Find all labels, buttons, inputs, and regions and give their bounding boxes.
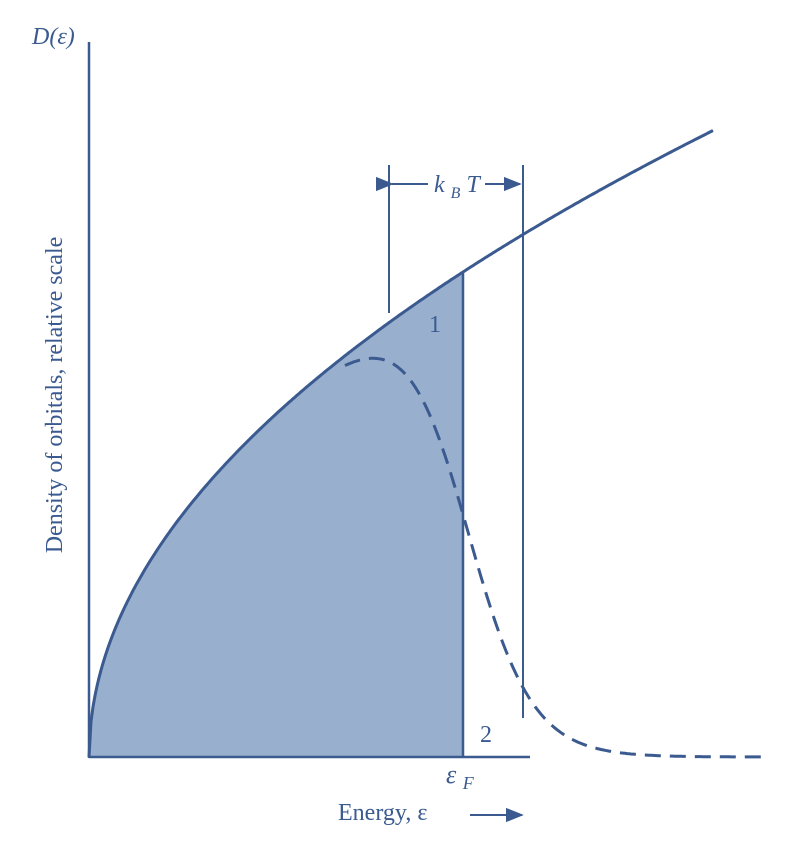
occupied-states-dashed-curve	[344, 356, 767, 759]
occupied-region-fill	[89, 272, 463, 757]
kT-label: k B T	[434, 172, 481, 204]
region-1-label: 1	[429, 312, 441, 338]
kT-label-subscript: B	[451, 185, 461, 202]
fermi-energy-label: ε F	[446, 760, 475, 793]
region-2-label: 2	[480, 722, 492, 748]
x-axis-label: Energy, ε	[338, 800, 427, 826]
kT-label-T: T	[466, 172, 481, 198]
density-of-states-curve	[87, 129, 714, 758]
fermi-energy-subscript: F	[462, 773, 475, 793]
y-axis-symbol: D(ε)	[31, 24, 75, 50]
kT-label-k: k	[434, 172, 445, 198]
y-axis-label: Density of orbitals, relative scale	[42, 237, 68, 554]
fermi-energy-symbol: ε	[446, 760, 457, 789]
